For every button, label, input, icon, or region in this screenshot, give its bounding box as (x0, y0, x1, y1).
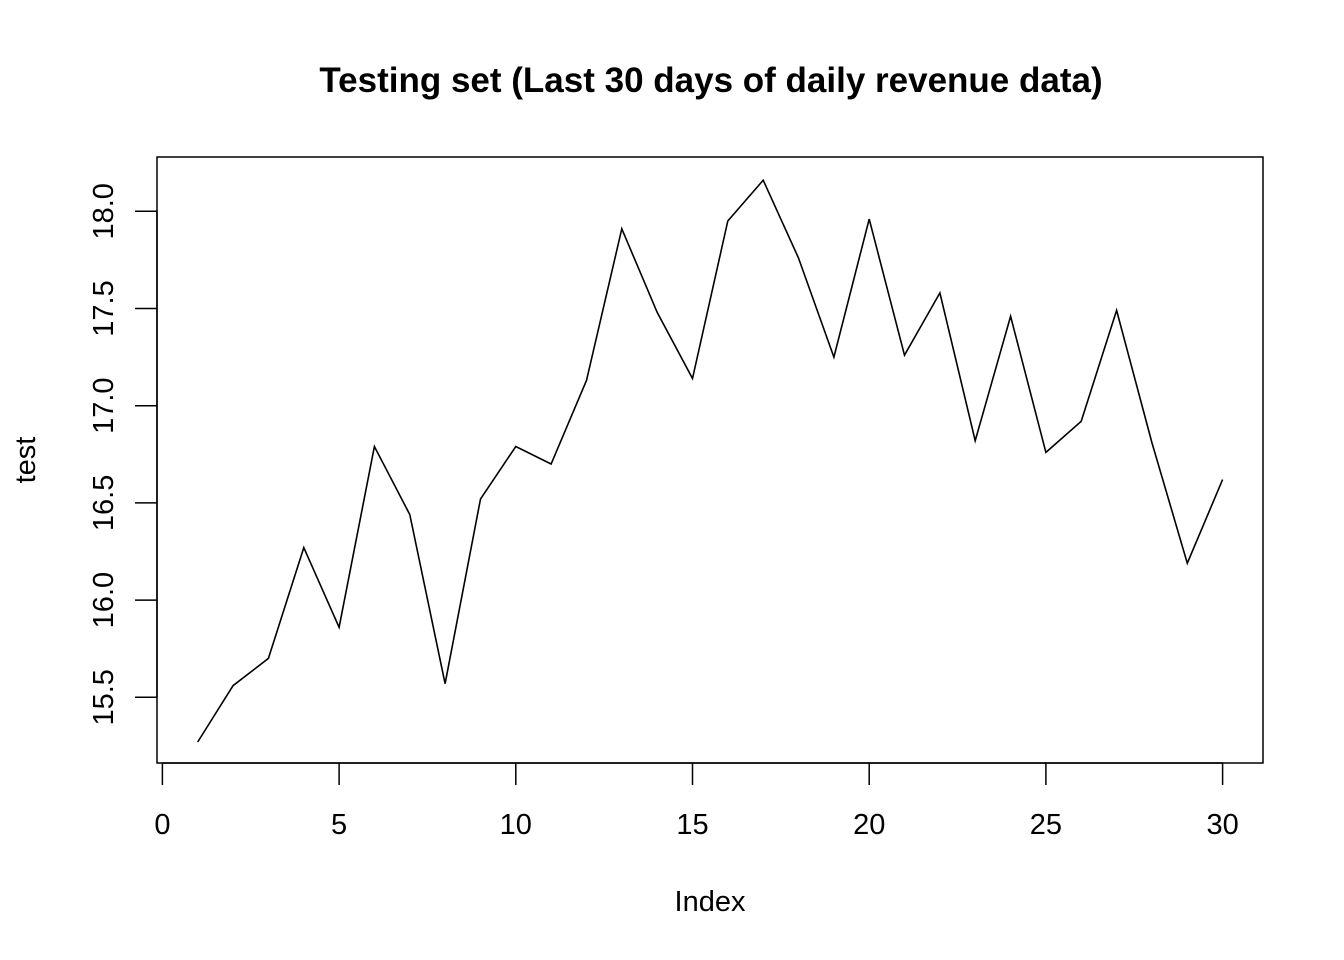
y-tick-label: 16.5 (88, 475, 120, 531)
x-tick-label: 0 (154, 809, 170, 841)
y-tick-label: 18.0 (88, 183, 120, 239)
y-tick-label: 17.0 (88, 377, 120, 433)
x-tick-label: 20 (853, 809, 885, 841)
y-tick-label: 17.5 (88, 280, 120, 336)
plot-frame (156, 156, 1264, 764)
x-tick-label: 15 (676, 809, 708, 841)
x-tick-label: 5 (331, 809, 347, 841)
y-tick-label: 15.5 (88, 669, 120, 725)
x-axis: 0 5 10 15 20 25 30 (154, 762, 1239, 841)
x-tick-label: 10 (500, 809, 532, 841)
x-axis-label: Index (675, 886, 746, 918)
x-tick-label: 25 (1030, 809, 1062, 841)
chart-title: Testing set (Last 30 days of daily reven… (319, 61, 1102, 100)
series-group (197, 178, 1224, 743)
series-line (197, 178, 1224, 743)
x-tick-label: 30 (1206, 809, 1238, 841)
y-axis: 15.5 16.0 16.5 17.0 17.5 18.0 (88, 183, 158, 726)
y-axis-label: test (10, 437, 42, 484)
y-tick-label: 16.0 (88, 572, 120, 628)
